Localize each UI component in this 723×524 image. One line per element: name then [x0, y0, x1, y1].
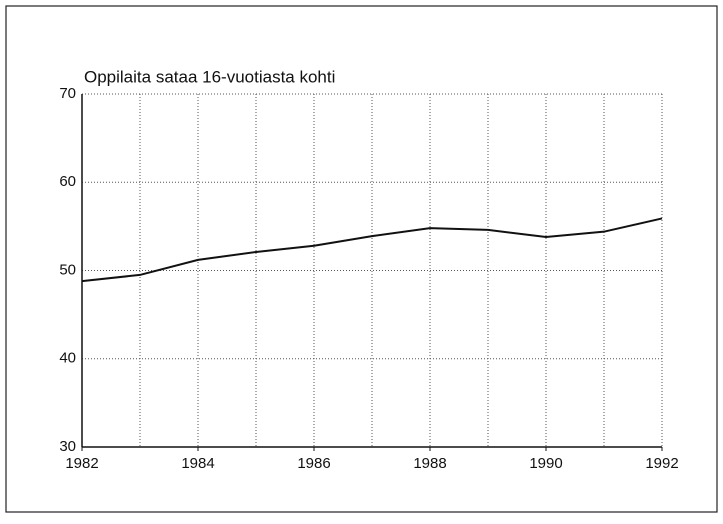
y-tick-label: 70: [59, 85, 76, 102]
frame: [5, 5, 718, 513]
y-tick-label: 40: [59, 350, 76, 367]
y-tick-label: 60: [59, 173, 76, 190]
x-tick-label: 1992: [645, 455, 678, 472]
x-tick-label: 1988: [413, 455, 446, 472]
chart-title: Oppilaita sataa 16-vuotiasta kohti: [84, 67, 335, 86]
line-series: [81, 217, 663, 283]
x-tick-label: 1982: [65, 455, 98, 472]
x-tick-label: 1984: [181, 455, 214, 472]
x-tick-label: 1986: [297, 455, 330, 472]
x-tick-label: 1990: [529, 455, 562, 472]
y-tick-label: 50: [59, 261, 76, 278]
y-tick-label: 30: [59, 438, 76, 455]
